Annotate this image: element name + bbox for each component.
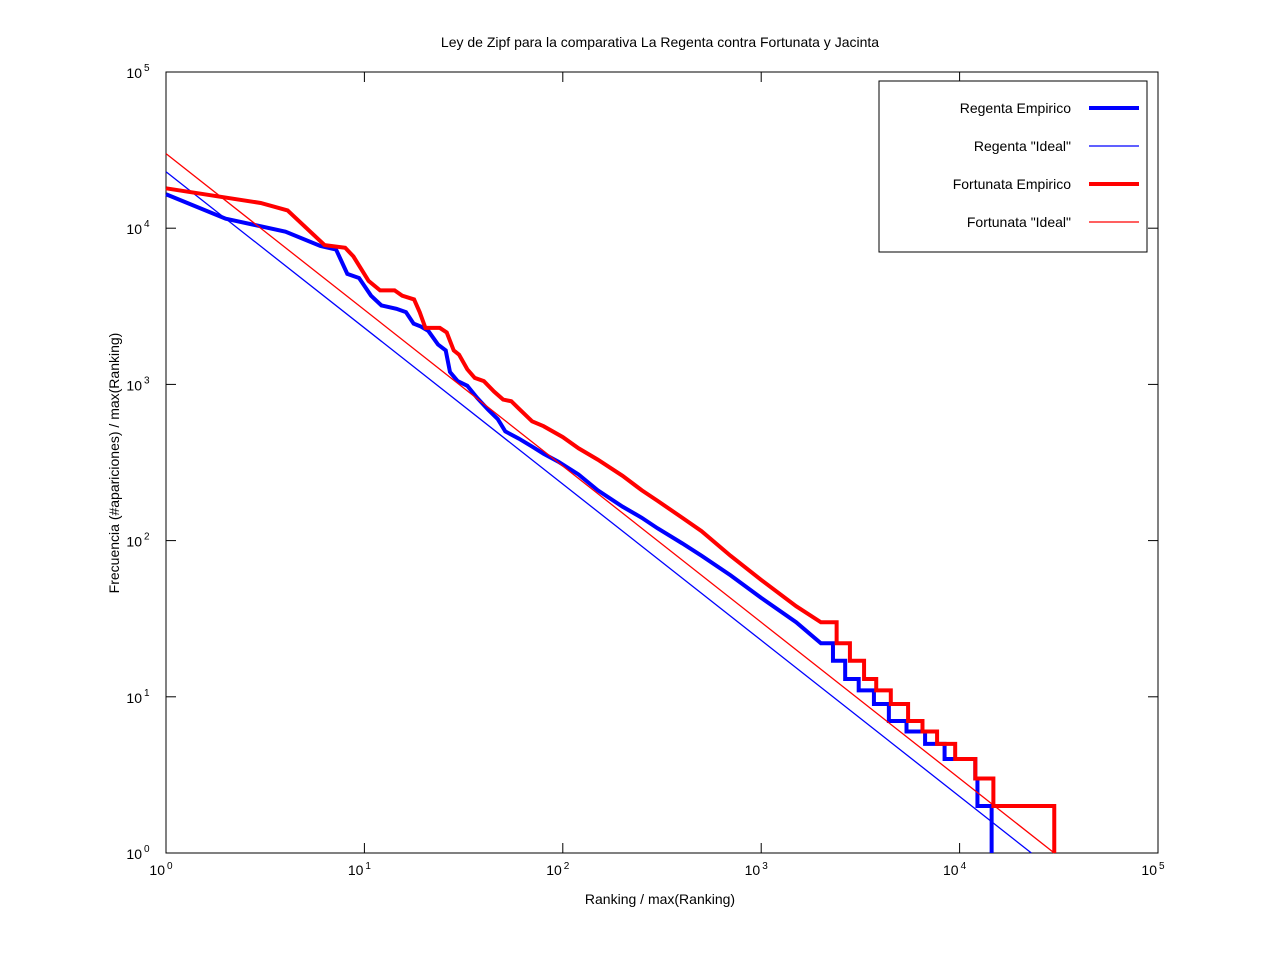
x-tick-base: 10 [546, 862, 562, 878]
y-tick-exp: 0 [144, 844, 150, 855]
y-tick-base: 10 [126, 221, 142, 237]
x-tick-base: 10 [348, 862, 364, 878]
y-tick-base: 10 [126, 377, 142, 393]
series-3 [166, 154, 1054, 853]
x-tick-base: 10 [1141, 862, 1157, 878]
series-layer [166, 154, 1054, 853]
chart-title: Ley de Zipf para la comparativa La Regen… [441, 34, 879, 50]
y-tick-exp: 4 [144, 219, 150, 230]
legend: Regenta Empirico Regenta "Ideal" Fortunata… [879, 81, 1147, 252]
x-tick-exp: 4 [961, 861, 967, 872]
series-line [166, 194, 992, 853]
y-tick-base: 10 [126, 534, 142, 550]
y-tick-exp: 1 [144, 688, 150, 699]
y-axis-label: Frecuencia (#apariciones) / max(Ranking) [106, 333, 122, 594]
y-tick-exp: 2 [144, 532, 150, 543]
y-tick-base: 10 [126, 690, 142, 706]
y-tick-base: 10 [126, 65, 142, 81]
x-tick-exp: 5 [1159, 861, 1165, 872]
series-0 [166, 194, 992, 853]
x-tick-base: 10 [745, 862, 761, 878]
x-tick-base: 10 [943, 862, 959, 878]
x-tick-exp: 0 [167, 861, 173, 872]
series-line [166, 172, 1031, 853]
series-1 [166, 172, 1031, 853]
legend-label: Fortunata Empirico [953, 176, 1071, 192]
x-tick-exp: 1 [365, 861, 371, 872]
legend-label: Regenta Empirico [960, 100, 1071, 116]
legend-label: Fortunata "Ideal" [967, 214, 1071, 230]
x-tick-base: 10 [149, 862, 165, 878]
x-tick-exp: 2 [564, 861, 570, 872]
y-tick-exp: 3 [144, 375, 150, 386]
y-tick-base: 10 [126, 846, 142, 862]
x-axis-label: Ranking / max(Ranking) [585, 891, 735, 907]
x-tick-exp: 3 [762, 861, 768, 872]
series-line [166, 154, 1054, 853]
y-tick-exp: 5 [144, 63, 150, 74]
legend-label: Regenta "Ideal" [974, 138, 1071, 154]
